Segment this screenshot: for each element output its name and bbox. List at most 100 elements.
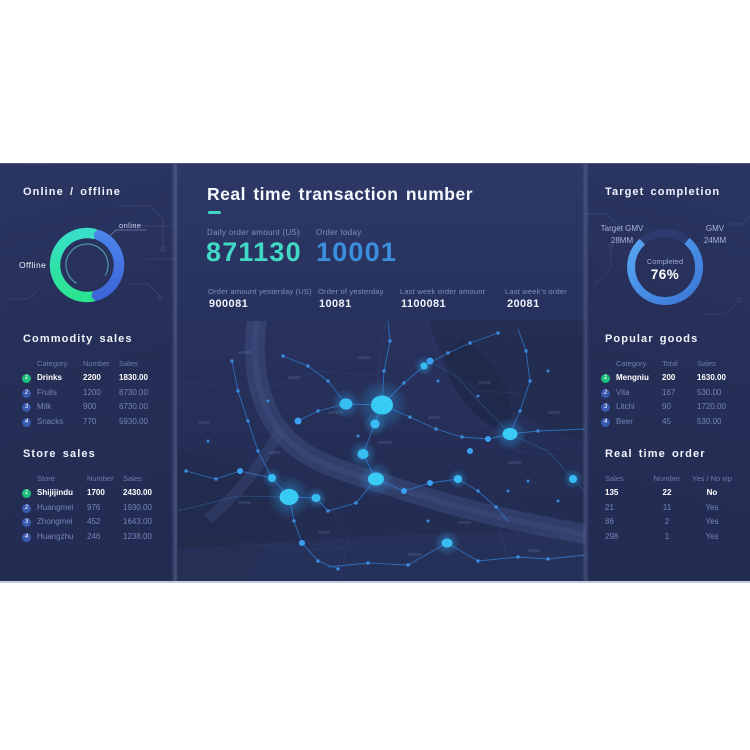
- col-header: Store: [37, 473, 55, 483]
- table-cell: 2200: [83, 373, 101, 383]
- store-sales-title: Store sales: [23, 448, 96, 460]
- table-cell: 167: [662, 387, 676, 397]
- target-gmv-label: Target GMV 28MM: [600, 224, 644, 245]
- table-cell: 1720.00: [697, 402, 726, 412]
- target-completion-title: Target completion: [605, 186, 721, 198]
- table-cell: Yes: [705, 502, 719, 512]
- rank-badge: 4: [22, 531, 37, 542]
- stat-value: 20081: [507, 298, 540, 310]
- table-cell: 246: [87, 531, 101, 541]
- table-cell: Fruits: [37, 387, 57, 397]
- real-time-order-title: Real time order: [605, 448, 706, 460]
- table-cell: 976: [87, 502, 101, 512]
- popular-goods-table: Category Total Sales 1 Mengniu 200 1630.…: [601, 356, 738, 429]
- rank-badge: 3: [22, 516, 37, 528]
- table-cell: Drinks: [37, 373, 62, 383]
- table-cell: 1643.00: [123, 517, 152, 527]
- col-header: Sales: [697, 358, 716, 368]
- table-cell: 1930.00: [123, 502, 152, 512]
- online-offline-donut: [49, 227, 125, 303]
- table-cell: 1830.00: [119, 373, 148, 383]
- table-cell: Zhongmei: [37, 517, 73, 527]
- kpi-label: Daily order amount (US): [207, 228, 301, 237]
- table-cell: Snacks: [37, 416, 64, 426]
- table-cell: Yes: [705, 531, 719, 541]
- table-cell: 530.00: [697, 416, 722, 426]
- col-header: Sales: [119, 358, 138, 368]
- table-cell: 1238.00: [123, 531, 152, 541]
- table-cell: 1700: [87, 488, 105, 498]
- main-panel: Real time transaction number Daily order…: [178, 164, 585, 581]
- table-cell: Milk: [37, 402, 52, 412]
- table-cell: Yes: [705, 517, 719, 527]
- real-time-order-table: Sales Number Yes / No vip 135 22 No 21 1…: [605, 471, 735, 544]
- rank-badge: 1: [22, 372, 37, 384]
- table-cell: 298: [605, 531, 619, 541]
- rank-badge: 4: [601, 416, 616, 427]
- table-cell: 1200: [83, 387, 101, 397]
- completed-percent: 76%: [650, 267, 680, 282]
- table-cell: 45: [662, 416, 671, 426]
- col-header: Yes / No vip: [692, 473, 732, 483]
- offline-label: Offline: [19, 260, 47, 270]
- table-cell: 452: [87, 517, 101, 527]
- stat-value: 1100081: [401, 298, 447, 310]
- left-sidebar: Online / offline online Offline Commodit…: [0, 164, 178, 581]
- stat-label: Last week order amount: [400, 287, 485, 296]
- col-header: Total: [662, 358, 678, 368]
- table-cell: 135: [605, 488, 619, 498]
- col-header: Number: [83, 358, 110, 368]
- popular-goods-title: Popular goods: [605, 333, 699, 345]
- table-cell: No: [706, 488, 718, 498]
- table-cell: 90: [662, 402, 671, 412]
- store-sales-table: Store Number Sales 1 Shijijindu 1700 243…: [22, 471, 162, 544]
- table-cell: Shijijindu: [37, 488, 73, 498]
- stat-label: Order of yesterday: [318, 287, 384, 296]
- table-cell: Mengniu: [616, 373, 649, 383]
- table-cell: 2430.00: [123, 488, 152, 498]
- stat-value: 10081: [319, 298, 352, 310]
- commodity-sales-table: Category Number Sales 1 Drinks 2200 1830…: [22, 356, 162, 429]
- table-cell: 22: [662, 488, 672, 498]
- rank-badge: 2: [601, 387, 616, 398]
- stat-value: 900081: [209, 298, 249, 310]
- table-cell: 2: [664, 517, 670, 527]
- col-header: Sales: [123, 473, 142, 483]
- kpi-value: 10001: [316, 237, 398, 267]
- online-label: online: [119, 221, 142, 230]
- table-cell: 1: [664, 531, 670, 541]
- page-title: Real time transaction number: [207, 184, 474, 204]
- rank-badge: 1: [22, 487, 37, 499]
- table-cell: 200: [662, 373, 676, 383]
- commodity-sales-title: Commodity sales: [23, 333, 133, 345]
- table-cell: Huangmei: [37, 502, 74, 512]
- table-cell: Vita: [616, 387, 630, 397]
- rank-badge: 4: [22, 416, 37, 427]
- table-cell: 8730.00: [119, 387, 148, 397]
- col-header: Category: [616, 358, 647, 368]
- col-header: Category: [37, 358, 68, 368]
- rank-badge: 3: [601, 401, 616, 413]
- target-completion-donut: [627, 229, 704, 305]
- table-cell: Huangzhu: [37, 531, 74, 541]
- right-sidebar: Target completion Target GMV 28MM GMV 24…: [585, 164, 750, 581]
- table-cell: Litchi: [616, 402, 635, 412]
- col-header: Number: [653, 473, 681, 483]
- online-offline-title: Online / offline: [23, 186, 121, 198]
- table-cell: 11: [662, 502, 672, 512]
- table-cell: 6730.00: [119, 402, 148, 412]
- col-header: Number: [87, 473, 114, 483]
- rank-badge: 2: [22, 502, 37, 513]
- table-cell: 5930.00: [119, 416, 148, 426]
- col-header: Sales: [605, 473, 624, 483]
- table-cell: 21: [605, 502, 614, 512]
- title-accent-dash: [208, 211, 221, 214]
- kpi-label: Order today: [316, 228, 362, 237]
- completed-label: Completed: [646, 257, 684, 266]
- table-cell: 530.00: [697, 387, 722, 397]
- table-cell: 86: [605, 517, 614, 527]
- table-cell: 770: [83, 416, 97, 426]
- table-cell: Beer: [616, 416, 633, 426]
- kpi-value: 871130: [206, 237, 302, 267]
